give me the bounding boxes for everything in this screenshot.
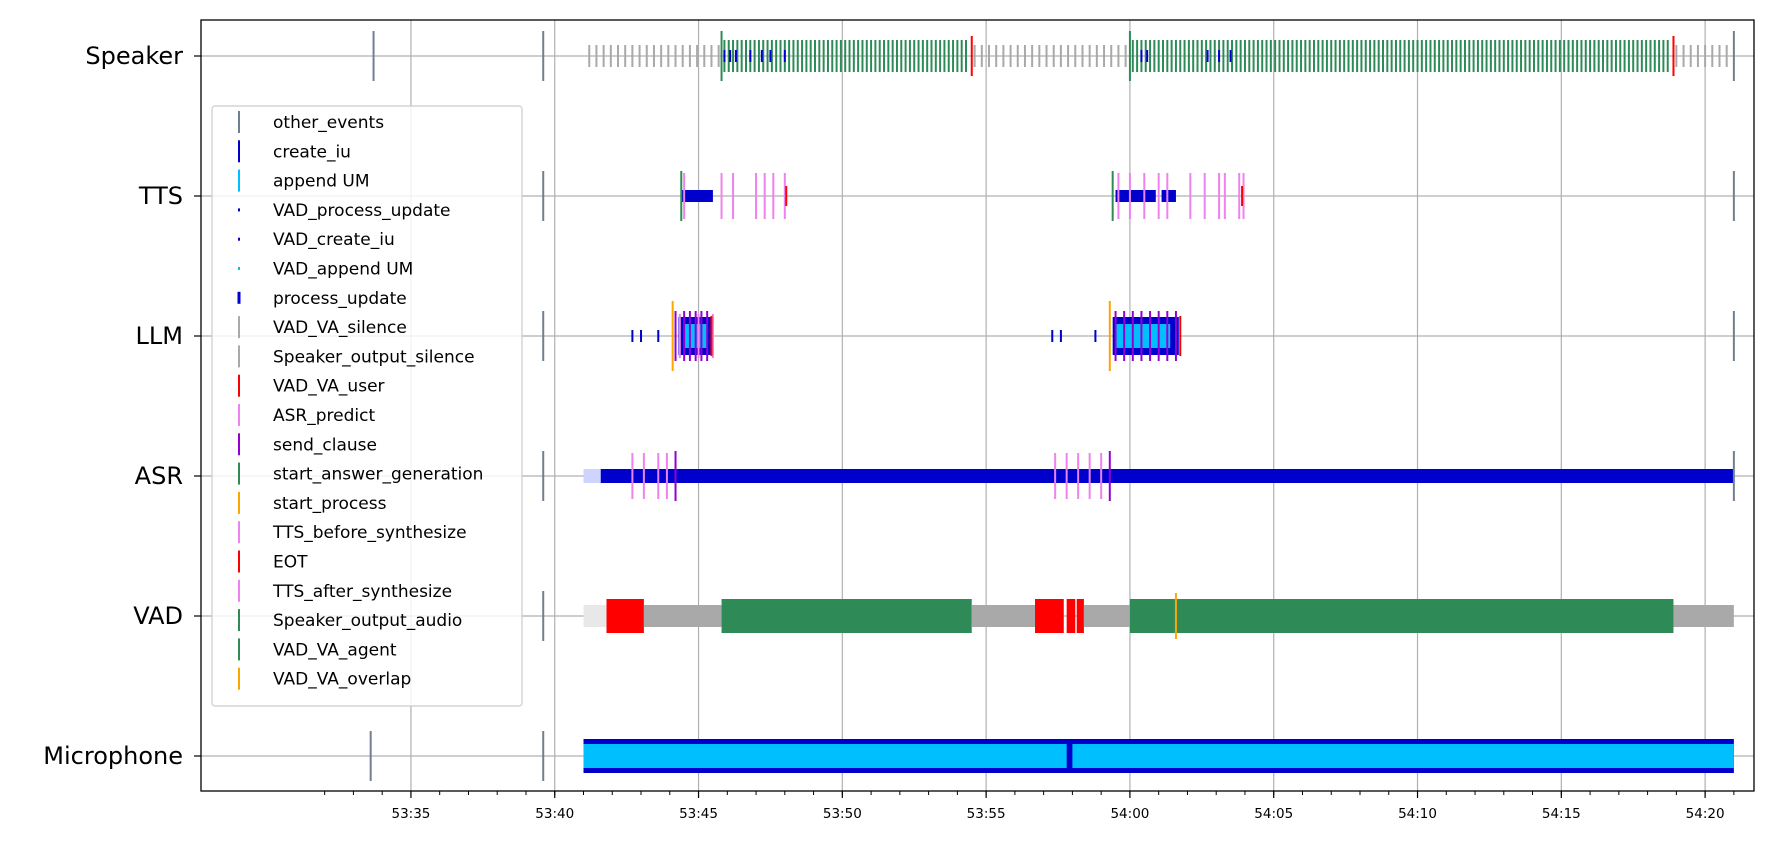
x-tick-label: 54:15 [1542,806,1581,822]
legend-label: VAD_append UM [273,260,413,280]
bar-asr-vad_append-um [583,469,601,483]
lane-label-asr: ASR [135,462,183,490]
x-tick-label: 53:45 [679,806,718,822]
legend-label: append UM [273,172,370,192]
bar-microphone-append-um [583,744,1067,768]
data-marks [369,31,1735,781]
legend-label: Speaker_output_silence [273,347,475,367]
lane-label-speaker: Speaker [85,42,183,70]
bar-vad-vad_va_agent [1129,599,1674,633]
legend-label: VAD_VA_silence [273,318,407,338]
lane-label-tts: TTS [138,182,183,210]
bar-microphone-append-um [1072,744,1734,768]
legend-label: TTS_before_synthesize [272,523,467,543]
bar-tts-create_iu [681,190,713,202]
bar-vad-vad_va_silence [971,605,1036,627]
legend-label: VAD_VA_overlap [273,670,411,690]
bar-vad-vad_va_silence [583,605,607,627]
bar-vad-vad_va_user [1066,599,1076,633]
bar-vad-vad_va_silence [1673,605,1734,627]
legend-label: other_events [273,113,384,133]
x-tick-label: 54:20 [1686,806,1725,822]
legend-label: EOT [273,553,308,573]
legend-label: VAD_VA_agent [273,640,397,660]
x-tick-label: 53:55 [967,806,1006,822]
plot-frame [200,19,1755,792]
bar-vad-vad_va_user [1076,599,1084,633]
legend-label: VAD_create_iu [273,230,395,250]
legend-label: start_process [273,494,387,514]
legend-box [211,105,523,707]
bar-asr-create_iu [583,469,1734,483]
lane-label-llm: LLM [136,322,183,350]
x-tick-label: 53:40 [535,806,574,822]
bar-vad-vad_va_user [1035,599,1064,633]
legend-label: VAD_VA_user [273,377,385,397]
lane-label-microphone: Microphone [43,742,183,770]
legend-label: ASR_predict [273,406,375,426]
bar-vad-vad_va_user [606,599,644,633]
legend-label: create_iu [273,142,351,162]
x-tick-label: 54:10 [1398,806,1437,822]
legend-label: Speaker_output_audio [273,611,462,631]
bar-tts-create_iu [1115,190,1156,202]
legend-label: process_update [273,289,407,309]
axes: 53:35 53:40 53:45 53:50 53:55 54:00 54:05 54:10… [43,42,1735,822]
x-tick-label: 54:05 [1254,806,1293,822]
bar-vad-vad_va_silence [643,605,722,627]
legend-label: TTS_after_synthesize [272,582,452,602]
bar-vad-vad_va_agent [721,599,972,633]
x-tick-label: 54:00 [1110,806,1149,822]
lane-label-vad: VAD [133,602,183,630]
legend-label: start_answer_generation [273,465,483,485]
bar-tts-create_iu [1161,190,1176,202]
x-tick-label: 53:35 [391,806,430,822]
x-tick-label: 53:50 [823,806,862,822]
legend-label: VAD_process_update [273,201,451,221]
legend-label: send_clause [273,435,377,455]
bar-vad-vad_va_silence [1083,605,1130,627]
